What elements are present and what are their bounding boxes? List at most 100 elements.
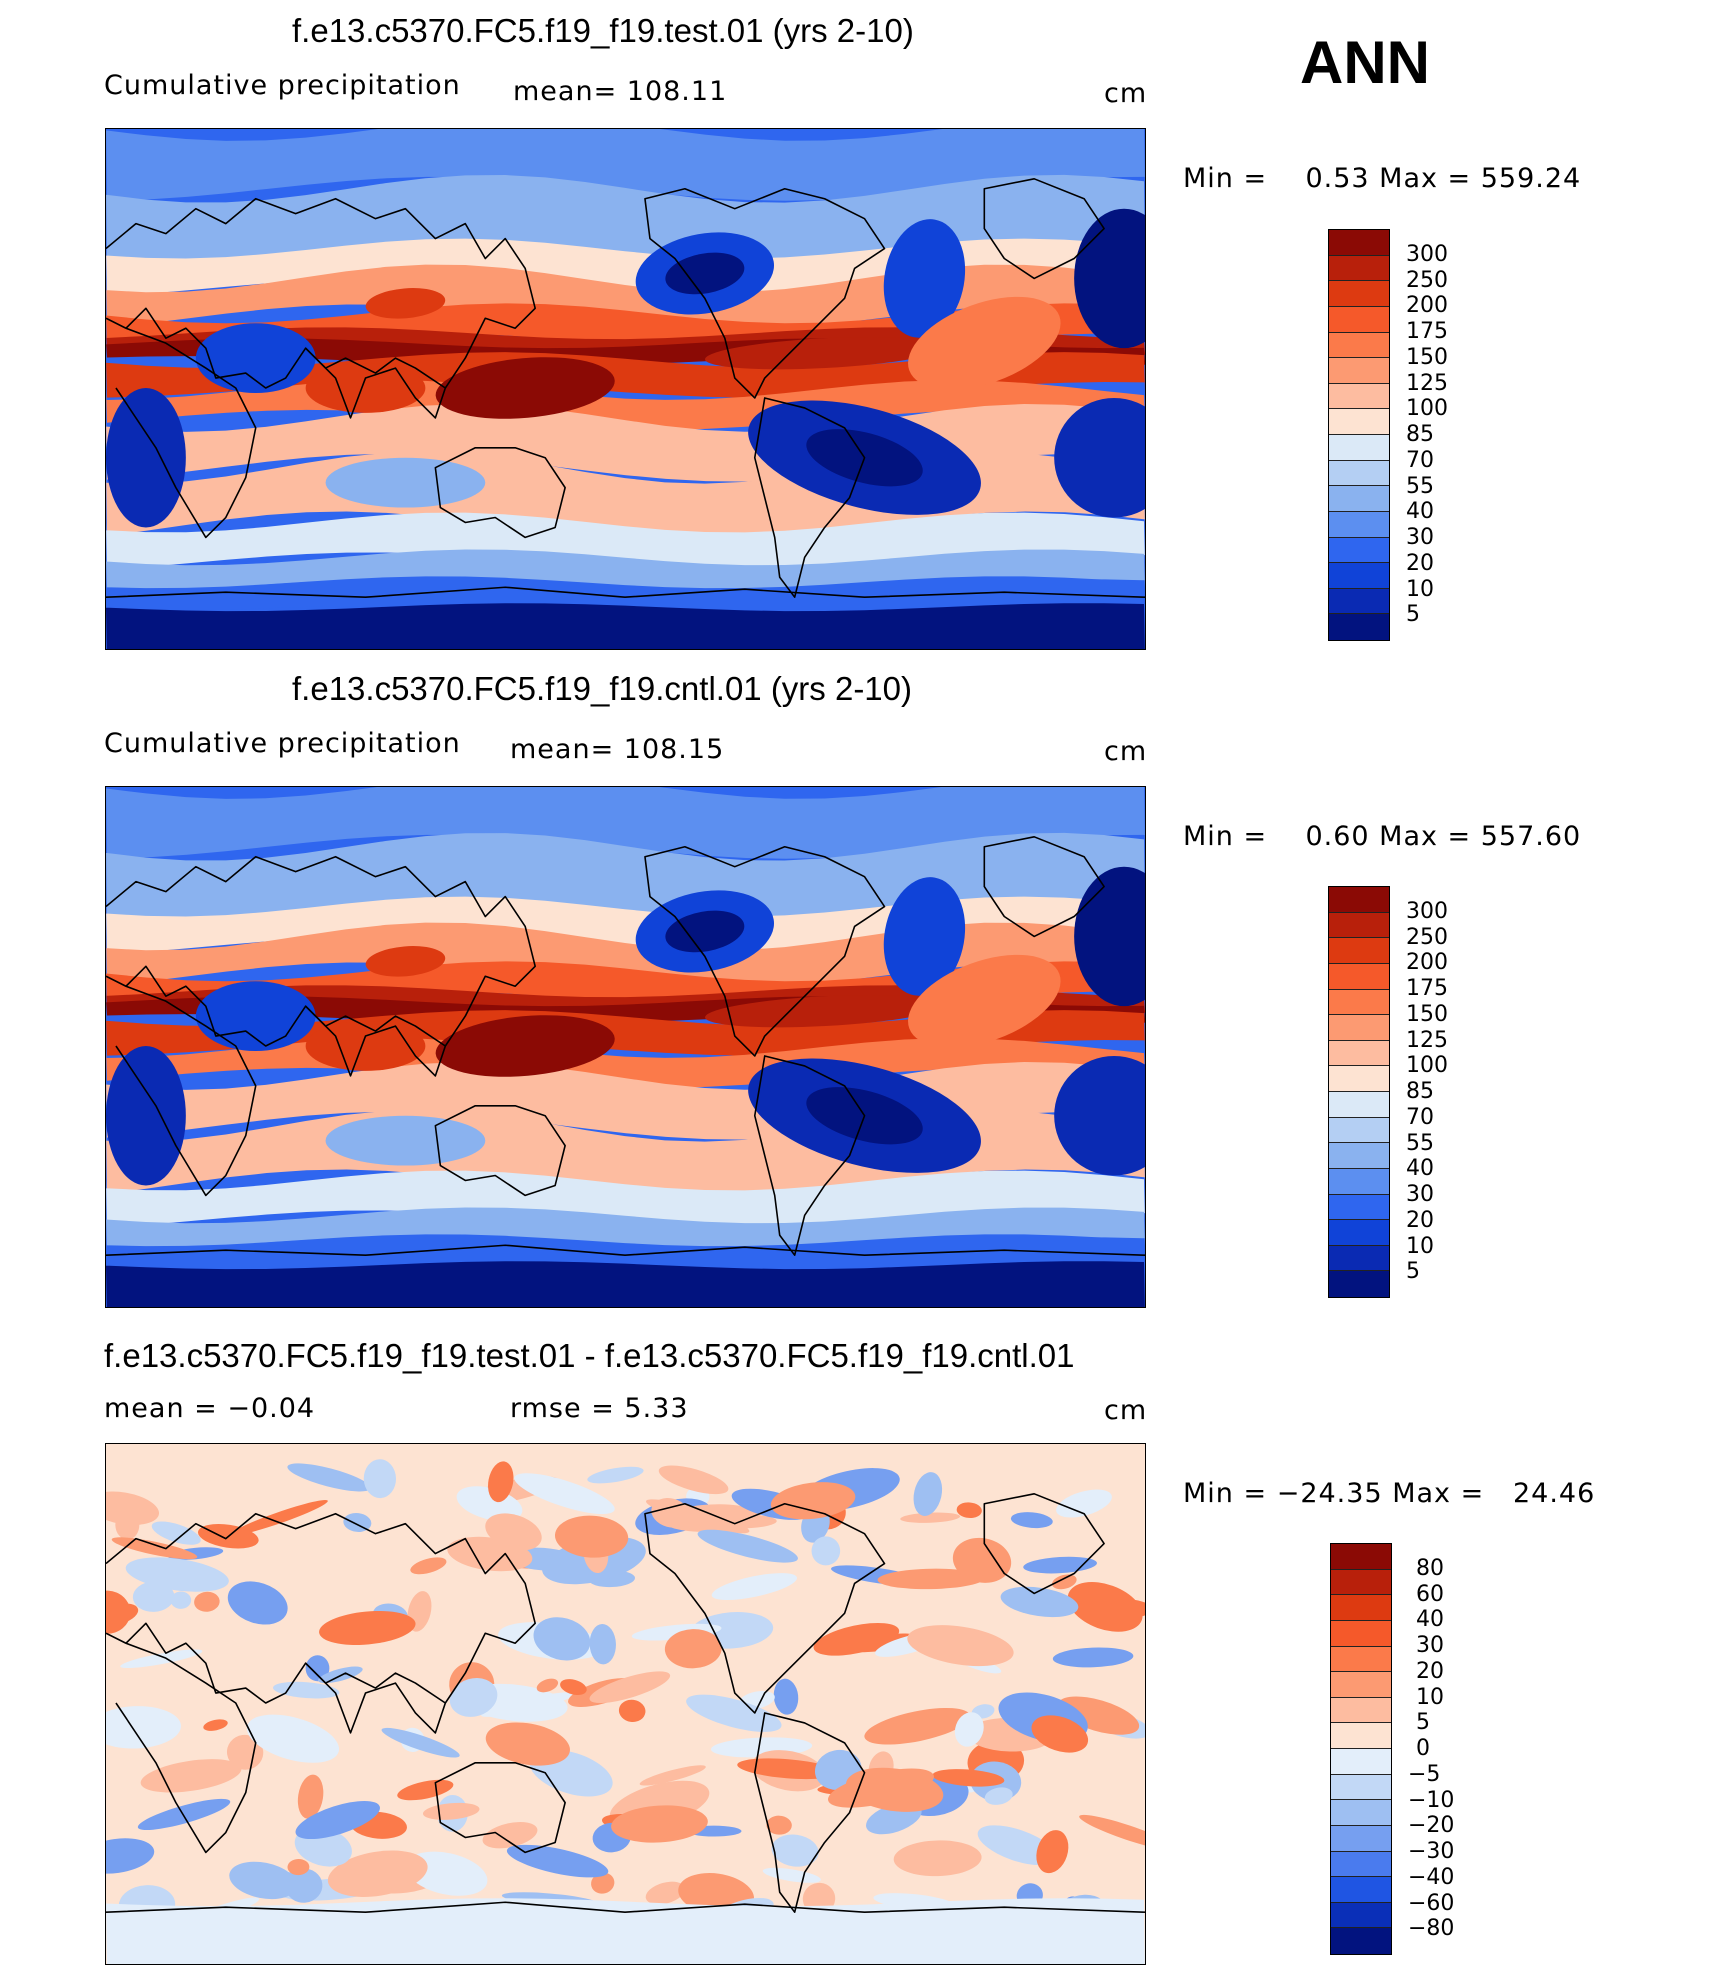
colorbar-tick-label: 10 <box>1406 1233 1434 1259</box>
colorbar-tick-label: 70 <box>1406 1104 1434 1130</box>
colorbar-swatch <box>1331 1902 1391 1929</box>
panel-3-colorbar <box>1330 1543 1392 1955</box>
colorbar-swatch <box>1331 1928 1391 1954</box>
colorbar-swatch <box>1329 1040 1389 1067</box>
colorbar-swatch <box>1329 588 1389 615</box>
panel-3-title: f.e13.c5370.FC5.f19_f19.test.01 - f.e13.… <box>104 1337 1075 1374</box>
panel-2-map-svg <box>106 787 1145 1307</box>
colorbar-swatch <box>1329 1194 1389 1221</box>
colorbar-tick-label: −60 <box>1408 1890 1455 1916</box>
colorbar-swatch <box>1329 989 1389 1016</box>
colorbar-swatch <box>1331 1697 1391 1724</box>
colorbar-tick-label: 20 <box>1406 1207 1434 1233</box>
colorbar-tick-label: −10 <box>1408 1787 1455 1813</box>
colorbar-tick-label: 80 <box>1416 1555 1444 1581</box>
colorbar-swatch <box>1331 1774 1391 1801</box>
colorbar-swatch <box>1329 963 1389 990</box>
panel-1-map <box>105 128 1146 650</box>
colorbar-tick-label: 40 <box>1406 1156 1434 1182</box>
panel-2-minmax: Min = 0.60 Max = 557.60 <box>1183 821 1582 852</box>
colorbar-tick-label: 150 <box>1406 344 1448 370</box>
colorbar-tick-label: 5 <box>1406 1259 1420 1285</box>
colorbar-tick-label: 125 <box>1406 370 1448 396</box>
panel-2-units-label: cm <box>1104 736 1148 767</box>
colorbar-tick-label: 30 <box>1416 1633 1444 1658</box>
colorbar-swatch <box>1331 1825 1391 1852</box>
colorbar-tick-label: 100 <box>1406 1053 1448 1079</box>
colorbar-tick-label: 40 <box>1406 499 1434 525</box>
panel-2-title: f.e13.c5370.FC5.f19_f19.cntl.01 (yrs 2-1… <box>292 670 913 707</box>
colorbar-tick-label: 5 <box>1416 1710 1430 1736</box>
colorbar-swatch <box>1329 511 1389 538</box>
colorbar-tick-label: 85 <box>1406 422 1434 447</box>
colorbar-tick-label: 10 <box>1416 1684 1444 1710</box>
colorbar-tick-label: 20 <box>1416 1658 1444 1684</box>
colorbar-swatch <box>1329 332 1389 359</box>
colorbar-tick-label: 55 <box>1406 473 1434 499</box>
colorbar-swatch <box>1329 614 1389 640</box>
colorbar-tick-label: 300 <box>1406 898 1448 924</box>
colorbar-tick-label: −80 <box>1408 1916 1455 1942</box>
panel-3-map-svg <box>106 1444 1145 1964</box>
colorbar-swatch <box>1329 1245 1389 1272</box>
colorbar-tick-label: 55 <box>1406 1130 1434 1156</box>
colorbar-tick-label: 30 <box>1406 525 1434 550</box>
colorbar-swatch <box>1329 460 1389 487</box>
panel-1-mean-label: mean= 108.11 <box>513 76 728 107</box>
panel-1-map-svg <box>106 129 1145 649</box>
colorbar-tick-label: 150 <box>1406 1001 1448 1027</box>
colorbar-tick-label: 60 <box>1416 1581 1444 1607</box>
panel-3-map <box>105 1443 1146 1965</box>
panel-2-variable-label: Cumulative precipitation <box>104 728 461 759</box>
colorbar-swatch <box>1329 563 1389 589</box>
colorbar-swatch <box>1329 306 1389 333</box>
colorbar-swatch <box>1329 1092 1389 1118</box>
panel-2-map <box>105 786 1146 1308</box>
panel-3-mean-label: mean = −0.04 <box>104 1393 316 1424</box>
panel-3-minmax: Min = −24.35 Max = 24.46 <box>1183 1478 1596 1509</box>
colorbar-swatch <box>1331 1672 1391 1698</box>
panel-1-units-label: cm <box>1104 78 1148 109</box>
colorbar-swatch <box>1329 383 1389 410</box>
colorbar-tick-label: 300 <box>1406 241 1448 267</box>
colorbar-tick-label: −30 <box>1408 1839 1455 1864</box>
colorbar-swatch <box>1331 1723 1391 1749</box>
colorbar-tick-label: 70 <box>1406 447 1434 473</box>
colorbar-swatch <box>1329 887 1389 913</box>
colorbar-tick-label: 85 <box>1406 1079 1434 1104</box>
colorbar-swatch <box>1329 1143 1389 1169</box>
colorbar-swatch <box>1329 358 1389 384</box>
colorbar-tick-label: 20 <box>1406 550 1434 576</box>
panel-1-title: f.e13.c5370.FC5.f19_f19.test.01 (yrs 2-1… <box>292 12 914 49</box>
colorbar-swatch <box>1329 255 1389 282</box>
colorbar-tick-label: −40 <box>1408 1864 1455 1890</box>
colorbar-swatch <box>1331 1569 1391 1596</box>
colorbar-swatch <box>1331 1620 1391 1647</box>
colorbar-tick-label: 250 <box>1406 267 1448 293</box>
season-label: ANN <box>1300 29 1430 96</box>
colorbar-swatch <box>1331 1877 1391 1903</box>
panel-1-colorbar <box>1328 229 1390 641</box>
colorbar-swatch <box>1329 1066 1389 1092</box>
colorbar-tick-label: 200 <box>1406 293 1448 319</box>
colorbar-swatch <box>1331 1749 1391 1775</box>
colorbar-swatch <box>1329 230 1389 256</box>
colorbar-swatch <box>1329 1168 1389 1195</box>
colorbar-tick-label: 30 <box>1406 1182 1434 1207</box>
colorbar-swatch <box>1331 1646 1391 1673</box>
colorbar-tick-label: 250 <box>1406 924 1448 950</box>
colorbar-swatch <box>1329 912 1389 939</box>
colorbar-tick-label: 175 <box>1406 976 1448 1001</box>
panel-1-minmax: Min = 0.53 Max = 559.24 <box>1183 163 1582 194</box>
colorbar-tick-label: 175 <box>1406 319 1448 344</box>
panel-2-colorbar <box>1328 886 1390 1298</box>
colorbar-swatch <box>1329 1271 1389 1297</box>
colorbar-tick-label: 10 <box>1406 576 1434 602</box>
colorbar-tick-label: 200 <box>1406 950 1448 976</box>
colorbar-swatch <box>1329 938 1389 964</box>
panel-2-mean-label: mean= 108.15 <box>510 734 725 765</box>
colorbar-tick-label: 0 <box>1416 1736 1430 1761</box>
colorbar-swatch <box>1329 486 1389 512</box>
colorbar-swatch <box>1329 1015 1389 1041</box>
colorbar-tick-label: 100 <box>1406 396 1448 422</box>
